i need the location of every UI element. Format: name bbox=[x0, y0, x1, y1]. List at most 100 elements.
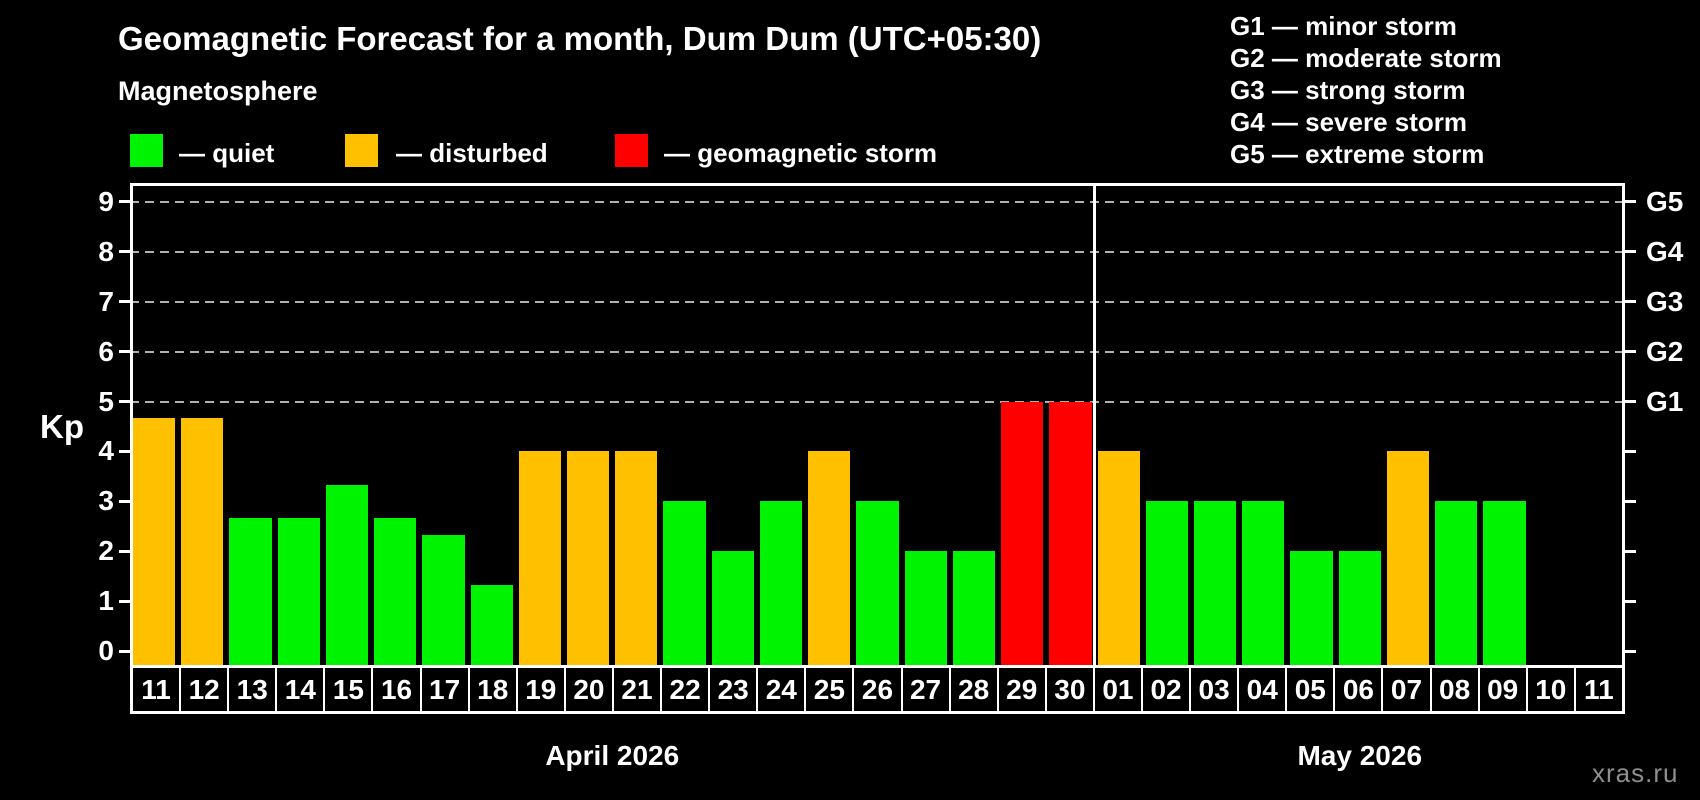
y-tick-left-7 bbox=[119, 300, 132, 304]
kp-bar-apr-17 bbox=[422, 534, 465, 668]
kp-bar-may-06 bbox=[1338, 551, 1381, 668]
date-cell-30: 30 bbox=[1047, 668, 1095, 711]
date-cell-03: 03 bbox=[1191, 668, 1240, 711]
y-tick-right-2 bbox=[1623, 549, 1636, 553]
storm-swatch bbox=[615, 134, 648, 167]
kp-bar-apr-13 bbox=[229, 517, 272, 668]
y-tick-label-9: 9 bbox=[98, 185, 114, 217]
y-tick-right-7 bbox=[1623, 300, 1636, 304]
y-tick-left-0 bbox=[119, 649, 132, 653]
kp-bar-apr-28 bbox=[952, 551, 996, 668]
kp-bar-apr-15 bbox=[325, 484, 369, 668]
gridline-kp-6 bbox=[130, 350, 1625, 353]
g-scale-label-g4: G4 bbox=[1646, 235, 1684, 267]
date-cell-25: 25 bbox=[806, 668, 855, 711]
date-cell-21: 21 bbox=[614, 668, 663, 711]
date-cell-24: 24 bbox=[758, 668, 807, 711]
kp-bar-apr-20 bbox=[567, 451, 610, 668]
legend-label-quiet: — quiet bbox=[179, 138, 275, 168]
storm-scale-item-g4: G4 — severe storm bbox=[1230, 107, 1468, 137]
kp-bar-apr-22 bbox=[663, 501, 706, 668]
g-scale-label-g2: G2 bbox=[1646, 335, 1684, 367]
date-cell-09: 09 bbox=[1480, 668, 1528, 711]
date-cell-13: 13 bbox=[229, 668, 278, 711]
date-cell-29: 29 bbox=[999, 668, 1047, 711]
g-scale-label-g5: G5 bbox=[1646, 185, 1684, 217]
g-scale-label-g3: G3 bbox=[1646, 285, 1684, 317]
kp-bar-apr-24 bbox=[759, 501, 803, 668]
y-tick-left-8 bbox=[119, 250, 132, 254]
y-tick-left-5 bbox=[119, 400, 132, 404]
y-tick-left-6 bbox=[119, 350, 132, 354]
kp-bar-apr-27 bbox=[904, 551, 947, 668]
y-tick-label-4: 4 bbox=[98, 435, 114, 467]
month-label-april: April 2026 bbox=[545, 740, 680, 771]
kp-bar-apr-18 bbox=[470, 584, 513, 668]
date-cell-28: 28 bbox=[951, 668, 999, 711]
date-cell-10: 10 bbox=[1528, 668, 1576, 711]
kp-bar-may-05 bbox=[1290, 551, 1333, 668]
date-cell-19: 19 bbox=[518, 668, 566, 711]
y-tick-label-7: 7 bbox=[98, 285, 114, 317]
date-cell-07: 07 bbox=[1383, 668, 1432, 711]
gridline-kp-9 bbox=[130, 200, 1625, 203]
storm-scale-item-g5: G5 — extreme storm bbox=[1230, 139, 1485, 169]
gridline-kp-8 bbox=[130, 250, 1625, 253]
y-tick-right-5 bbox=[1623, 400, 1636, 404]
chart-subtitle: Magnetosphere bbox=[118, 76, 318, 106]
kp-bar-apr-26 bbox=[856, 501, 899, 668]
date-cell-27: 27 bbox=[903, 668, 951, 711]
date-cell-11: 11 bbox=[1584, 673, 1614, 705]
date-cell-05: 05 bbox=[1287, 668, 1336, 711]
date-cell-06: 06 bbox=[1335, 668, 1384, 711]
y-tick-left-4 bbox=[119, 449, 132, 453]
kp-bar-may-09 bbox=[1483, 501, 1526, 668]
y-tick-label-1: 1 bbox=[98, 585, 114, 617]
date-cell-17: 17 bbox=[422, 668, 470, 711]
quiet-swatch bbox=[130, 134, 163, 167]
y-tick-right-6 bbox=[1623, 350, 1636, 354]
y-tick-left-1 bbox=[119, 599, 132, 603]
plot-area bbox=[130, 183, 1625, 668]
kp-bar-apr-11 bbox=[133, 418, 176, 668]
kp-bar-apr-12 bbox=[181, 418, 224, 668]
kp-bar-apr-29 bbox=[1001, 401, 1044, 668]
gridline-kp-5 bbox=[130, 400, 1625, 403]
y-tick-label-0: 0 bbox=[98, 635, 114, 666]
chart-title: Geomagnetic Forecast for a month, Dum Du… bbox=[118, 20, 1042, 57]
y-tick-right-3 bbox=[1623, 499, 1636, 503]
date-cell-01: 01 bbox=[1095, 668, 1143, 711]
y-tick-label-5: 5 bbox=[98, 385, 114, 417]
kp-bar-apr-25 bbox=[808, 451, 851, 668]
legend-label-storm: — geomagnetic storm bbox=[664, 138, 938, 168]
storm-scale-item-g3: G3 — strong storm bbox=[1230, 75, 1466, 105]
y-tick-right-0 bbox=[1623, 649, 1636, 653]
date-cell-02: 02 bbox=[1143, 668, 1192, 711]
kp-bar-may-08 bbox=[1435, 501, 1478, 668]
date-cell-23: 23 bbox=[710, 668, 759, 711]
disturbed-swatch bbox=[345, 134, 378, 167]
storm-scale-item-g1: G1 — minor storm bbox=[1230, 11, 1457, 41]
y-tick-left-3 bbox=[119, 499, 132, 503]
y-tick-right-4 bbox=[1623, 449, 1636, 453]
date-axis-row: 11 12 13 14 15 16 17 18 19 20 21 22 23 24 25 26 27 28 29 30… bbox=[130, 668, 1625, 714]
kp-bar-may-04 bbox=[1242, 501, 1285, 668]
kp-bar-apr-19 bbox=[518, 451, 562, 668]
month-label-may: May 2026 bbox=[1297, 740, 1423, 771]
y-tick-right-1 bbox=[1623, 599, 1636, 603]
date-cell-20: 20 bbox=[566, 668, 614, 711]
storm-scale-item-g2: G2 — moderate storm bbox=[1230, 43, 1502, 73]
kp-axis-label: Kp bbox=[40, 408, 84, 445]
date-cell-04: 04 bbox=[1239, 668, 1288, 711]
kp-bar-apr-16 bbox=[374, 517, 417, 668]
y-tick-left-9 bbox=[119, 200, 132, 204]
y-tick-label-3: 3 bbox=[98, 485, 114, 517]
y-tick-right-8 bbox=[1623, 250, 1636, 254]
y-tick-right-9 bbox=[1623, 200, 1636, 204]
date-cell-16: 16 bbox=[373, 668, 422, 711]
kp-bar-apr-14 bbox=[277, 517, 320, 668]
date-cell-15: 15 bbox=[325, 668, 374, 711]
watermark: xras.ru bbox=[1592, 758, 1679, 788]
kp-bar-may-02 bbox=[1145, 501, 1188, 668]
